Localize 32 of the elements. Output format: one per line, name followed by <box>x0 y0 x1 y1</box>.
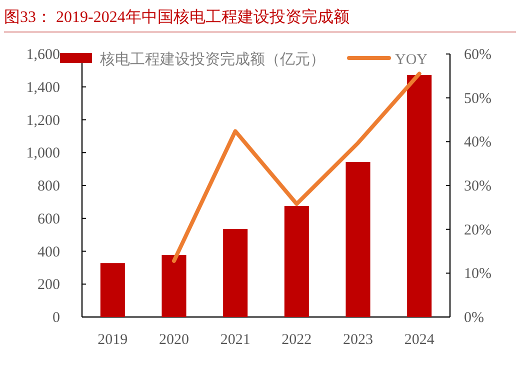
x-tick-label: 2021 <box>220 332 250 348</box>
bar <box>162 255 186 317</box>
legend-label: YOY <box>395 52 428 68</box>
y2-tick-label: 30% <box>464 178 492 194</box>
legend-label: 核电工程建设投资完成额（亿元） <box>99 51 325 68</box>
y2-tick-label: 60% <box>464 47 492 63</box>
y2-tick-label: 50% <box>464 90 492 107</box>
y-tick-label: 1,400 <box>26 80 60 96</box>
bar <box>223 229 248 317</box>
x-tick-label: 2020 <box>159 332 189 348</box>
x-tick-label: 2019 <box>98 332 128 348</box>
x-tick-label: 2024 <box>404 332 435 348</box>
y-tick-label: 600 <box>38 211 60 228</box>
bar <box>407 75 432 317</box>
x-tick-label: 2022 <box>282 332 312 348</box>
y-tick-label: 800 <box>38 178 60 194</box>
bar <box>284 206 309 317</box>
chart-title: 图33： 2019-2024年中国核电工程建设投资完成额 <box>4 8 350 26</box>
y-tick-label: 200 <box>38 277 60 294</box>
y2-tick-label: 0% <box>464 310 484 326</box>
bar <box>346 162 370 317</box>
x-tick-label: 2023 <box>343 332 373 348</box>
y-tick-label: 400 <box>38 244 60 260</box>
line-series <box>172 72 422 263</box>
y-tick-label: 1,000 <box>26 146 60 162</box>
bar <box>100 263 125 317</box>
y2-tick-label: 40% <box>464 134 492 151</box>
y-tick-label: 1,200 <box>26 112 60 129</box>
y-tick-label: 0 <box>52 310 60 326</box>
y2-tick-label: 10% <box>464 266 492 282</box>
y-tick-label: 1,600 <box>26 47 60 63</box>
y2-tick-label: 20% <box>464 222 492 238</box>
